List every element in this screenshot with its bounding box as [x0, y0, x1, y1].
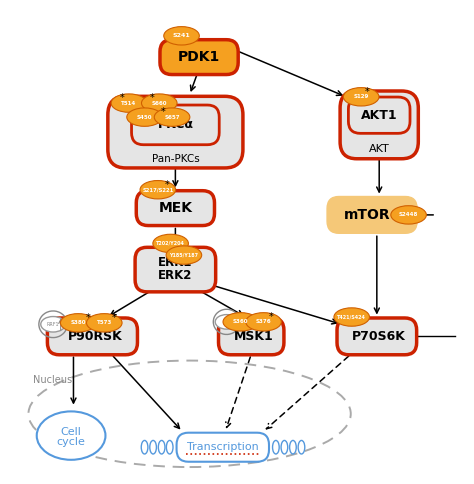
- Ellipse shape: [41, 317, 65, 332]
- Text: *: *: [165, 181, 170, 190]
- Text: *: *: [149, 93, 154, 103]
- FancyBboxPatch shape: [337, 318, 417, 355]
- FancyBboxPatch shape: [160, 40, 238, 75]
- Ellipse shape: [246, 313, 282, 331]
- FancyBboxPatch shape: [176, 433, 269, 462]
- Text: P90RSK: P90RSK: [67, 330, 122, 343]
- Text: T514: T514: [121, 101, 137, 106]
- Text: Pan-PKCs: Pan-PKCs: [152, 154, 199, 164]
- Text: mTOR: mTOR: [344, 208, 391, 222]
- Text: RRF1: RRF1: [47, 322, 59, 327]
- Text: *: *: [365, 87, 370, 97]
- Ellipse shape: [127, 108, 162, 126]
- Text: S360: S360: [233, 319, 248, 324]
- Ellipse shape: [164, 27, 199, 45]
- Ellipse shape: [215, 315, 238, 329]
- Text: T421/S424: T421/S424: [337, 315, 366, 319]
- Ellipse shape: [334, 308, 369, 326]
- Text: ERK1: ERK1: [158, 256, 192, 269]
- Text: PKCα: PKCα: [157, 119, 193, 131]
- Ellipse shape: [36, 411, 105, 460]
- FancyBboxPatch shape: [108, 96, 243, 168]
- Text: T573: T573: [97, 320, 112, 325]
- Text: S241: S241: [173, 33, 191, 38]
- Ellipse shape: [86, 314, 122, 332]
- Text: *: *: [161, 107, 166, 117]
- Text: S129: S129: [354, 94, 369, 99]
- Ellipse shape: [343, 88, 379, 106]
- Text: *: *: [269, 312, 274, 322]
- FancyBboxPatch shape: [136, 191, 214, 226]
- Text: S660: S660: [152, 101, 167, 106]
- Text: AKT1: AKT1: [361, 109, 398, 121]
- Text: MSK1: MSK1: [234, 330, 273, 343]
- Ellipse shape: [153, 234, 188, 253]
- Text: PDK1: PDK1: [178, 50, 220, 64]
- Text: Transcription: Transcription: [187, 442, 259, 452]
- Text: S450: S450: [137, 115, 152, 120]
- Ellipse shape: [391, 206, 427, 224]
- Ellipse shape: [141, 94, 177, 112]
- Text: Nucleus: Nucleus: [33, 375, 72, 385]
- FancyBboxPatch shape: [327, 197, 417, 233]
- Text: P70S6K: P70S6K: [352, 330, 406, 343]
- Text: *: *: [111, 313, 116, 323]
- Ellipse shape: [166, 246, 202, 264]
- Text: Y185/Y187: Y185/Y187: [169, 253, 199, 257]
- FancyBboxPatch shape: [135, 247, 216, 292]
- Text: ERK2: ERK2: [158, 270, 192, 282]
- Text: AKT: AKT: [369, 144, 390, 153]
- Text: T202/Y204: T202/Y204: [156, 241, 185, 246]
- Ellipse shape: [140, 181, 175, 199]
- FancyBboxPatch shape: [340, 91, 418, 159]
- FancyBboxPatch shape: [131, 105, 219, 145]
- Text: Cell: Cell: [61, 427, 82, 437]
- Ellipse shape: [223, 313, 259, 331]
- Text: cycle: cycle: [57, 437, 85, 447]
- Text: S376: S376: [256, 319, 271, 324]
- Text: S217/S221: S217/S221: [142, 187, 173, 192]
- FancyBboxPatch shape: [348, 97, 410, 133]
- Text: *: *: [119, 93, 124, 103]
- Text: MEK: MEK: [158, 201, 192, 215]
- Ellipse shape: [111, 94, 147, 112]
- Text: *: *: [85, 313, 90, 323]
- Text: S657: S657: [164, 115, 180, 120]
- FancyBboxPatch shape: [47, 318, 137, 355]
- Text: S2448: S2448: [399, 212, 418, 217]
- Ellipse shape: [61, 314, 96, 332]
- Ellipse shape: [154, 108, 190, 126]
- FancyBboxPatch shape: [219, 318, 284, 355]
- Text: S380: S380: [71, 320, 86, 325]
